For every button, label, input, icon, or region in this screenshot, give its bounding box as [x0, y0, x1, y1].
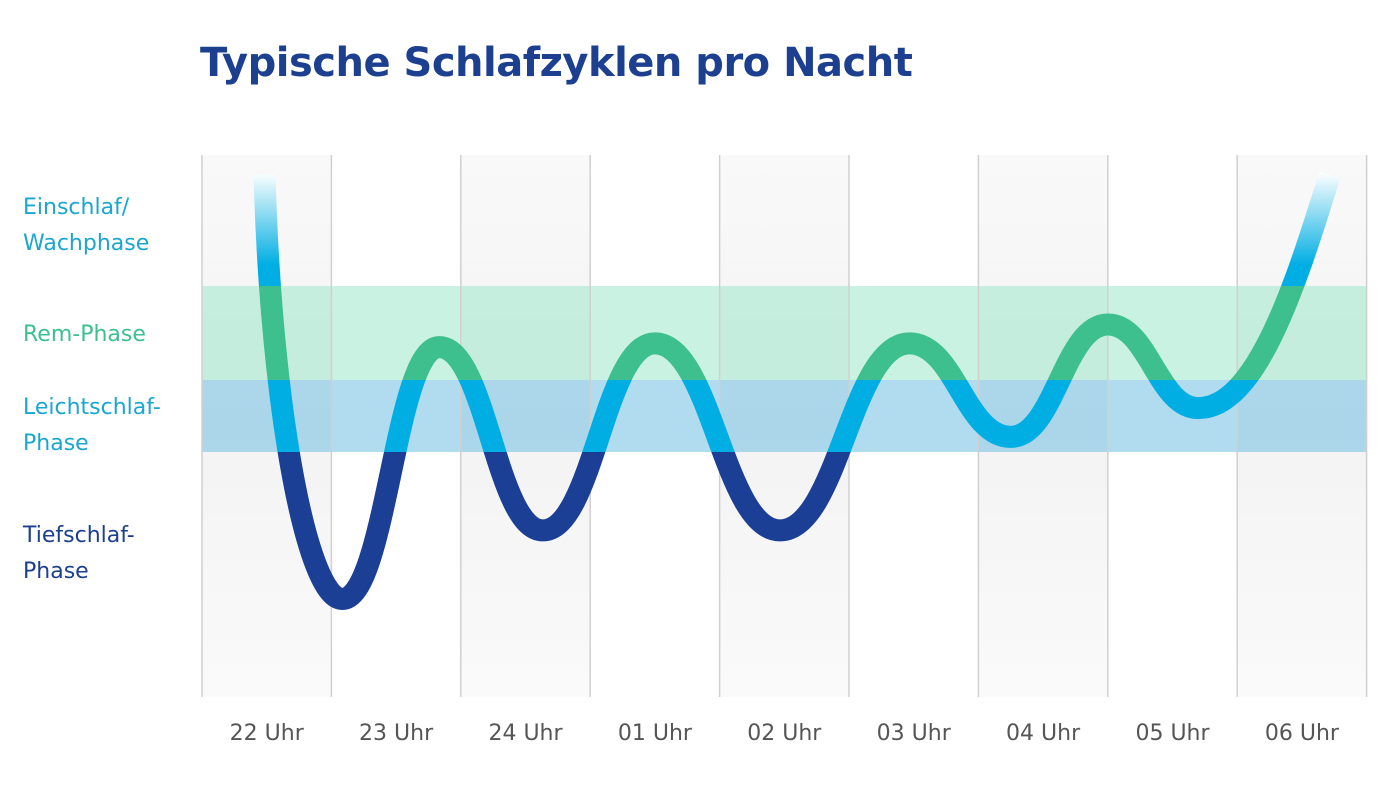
y-label-tief: Tiefschlaf- Phase [23, 523, 135, 584]
x-tick-label: 24 Uhr [488, 721, 563, 746]
y-label-rem: Rem-Phase [23, 322, 146, 347]
x-tick-label: 04 Uhr [1006, 721, 1081, 746]
curve-rem-segment [258, 286, 1305, 380]
curve-deep-segment [277, 452, 851, 611]
x-tick-label: 05 Uhr [1135, 721, 1210, 746]
x-tick-label: 03 Uhr [877, 721, 952, 746]
x-tick-label: 02 Uhr [747, 721, 822, 746]
y-label-wach: Einschlaf/ Wachphase [23, 195, 150, 256]
x-tick-label: 23 Uhr [359, 721, 434, 746]
chart-title: Typische Schlafzyklen pro Nacht [200, 40, 913, 86]
band-rem [202, 286, 1366, 380]
x-tick-label: 06 Uhr [1265, 721, 1340, 746]
y-label-leicht: Leichtschlaf- Phase [23, 395, 161, 456]
x-tick-label: 01 Uhr [618, 721, 693, 746]
x-tick-label: 22 Uhr [230, 721, 305, 746]
